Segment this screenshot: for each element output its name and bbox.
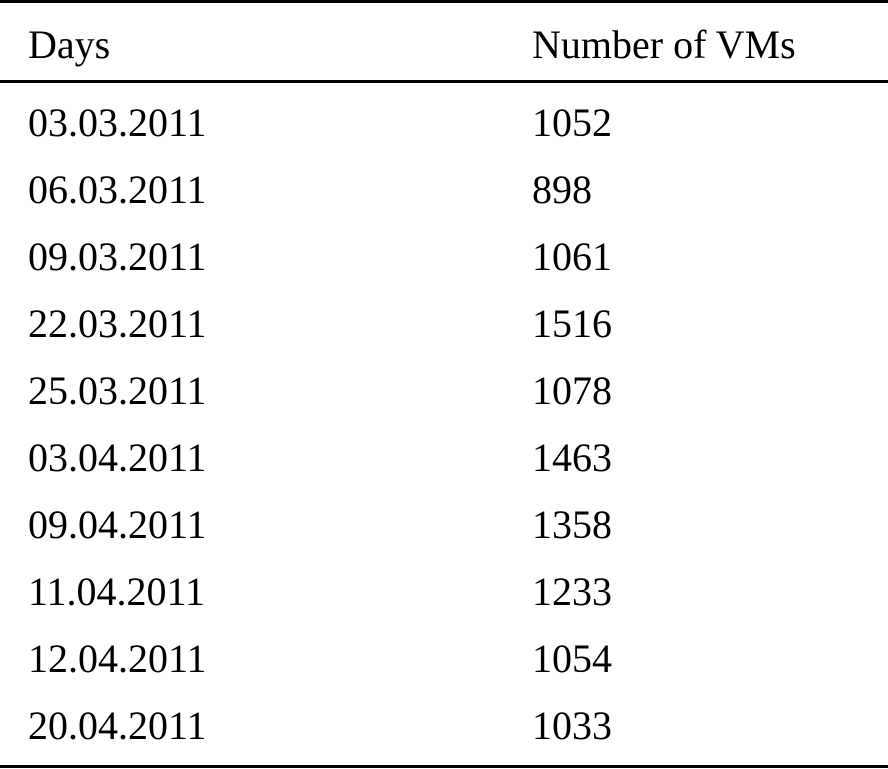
table-bottom-rule (0, 765, 888, 768)
row-vms: 1463 (532, 435, 612, 480)
row-vms: 1233 (532, 569, 612, 614)
row-vms: 1061 (532, 234, 612, 279)
table-row: 11.04.2011 1233 (0, 559, 888, 626)
table-header-rule (0, 80, 888, 83)
table-header-row: Days Number of VMs (0, 3, 888, 80)
row-day: 22.03.2011 (28, 301, 207, 346)
table-row: 03.04.2011 1463 (0, 425, 888, 492)
table-row: 09.04.2011 1358 (0, 492, 888, 559)
table-row: 22.03.2011 1516 (0, 291, 888, 358)
row-day: 03.04.2011 (28, 435, 207, 480)
table-row: 06.03.2011 898 (0, 157, 888, 224)
table-row: 25.03.2011 1078 (0, 358, 888, 425)
table-row: 03.03.2011 1052 (0, 90, 888, 157)
row-day: 06.03.2011 (28, 167, 207, 212)
row-day: 03.03.2011 (28, 100, 207, 145)
row-day: 09.04.2011 (28, 502, 207, 547)
row-day: 11.04.2011 (28, 569, 206, 614)
row-day: 12.04.2011 (28, 636, 207, 681)
row-vms: 1033 (532, 703, 612, 748)
row-day: 09.03.2011 (28, 234, 207, 279)
table-row: 20.04.2011 1033 (0, 693, 888, 760)
table-row: 09.03.2011 1061 (0, 224, 888, 291)
row-vms: 1358 (532, 502, 612, 547)
row-day: 25.03.2011 (28, 368, 207, 413)
row-vms: 1054 (532, 636, 612, 681)
row-vms: 898 (532, 167, 592, 212)
header-number-of-vms: Number of VMs (532, 22, 796, 67)
row-day: 20.04.2011 (28, 703, 207, 748)
row-vms: 1078 (532, 368, 612, 413)
header-days: Days (28, 22, 111, 67)
table-top-rule (0, 0, 888, 3)
table-body: 03.03.2011 1052 06.03.2011 898 09.03.201… (0, 90, 888, 760)
row-vms: 1516 (532, 301, 612, 346)
table-row: 12.04.2011 1054 (0, 626, 888, 693)
row-vms: 1052 (532, 100, 612, 145)
